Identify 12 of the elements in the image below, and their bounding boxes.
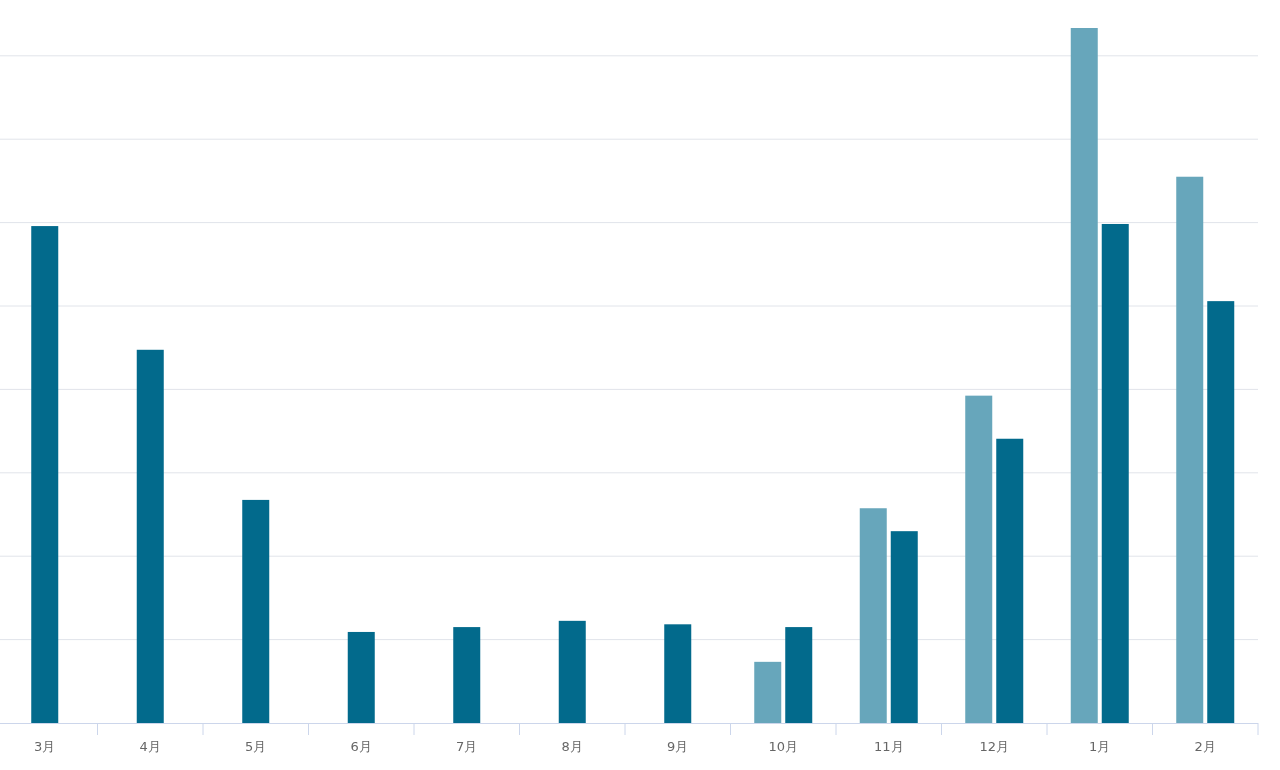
x-tick-label: 8月 <box>561 739 583 754</box>
x-tick-label: 4月 <box>139 739 161 754</box>
x-tick-label: 11月 <box>873 739 904 754</box>
x-tick-label: 12月 <box>979 739 1010 754</box>
x-tick-label: 7月 <box>456 739 478 754</box>
x-tick-label: 10月 <box>768 739 799 754</box>
x-tick-label: 1月 <box>1089 739 1111 754</box>
x-tick-label: 9月 <box>667 739 689 754</box>
x-tick-label: 6月 <box>350 739 372 754</box>
x-tick-label: 5月 <box>245 739 267 754</box>
x-tick-label: 2月 <box>1194 739 1216 754</box>
x-tick-label: 3月 <box>34 739 56 754</box>
